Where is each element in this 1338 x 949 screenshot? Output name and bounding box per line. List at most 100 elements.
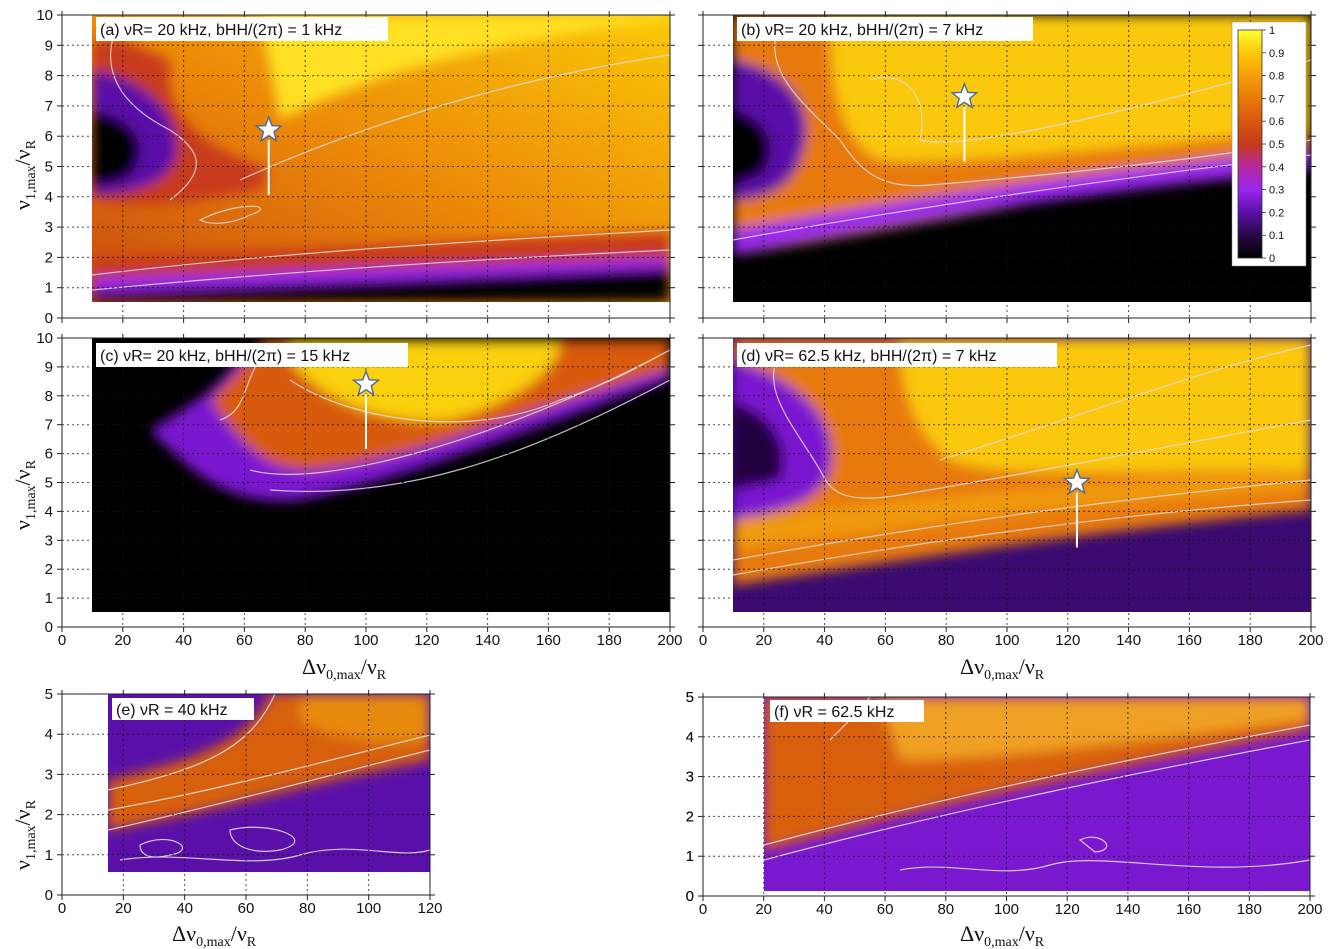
xtick-label-e: 40 xyxy=(176,900,193,917)
ytick-label-f: 1 xyxy=(686,848,694,865)
ytick-label-c: 0 xyxy=(45,619,53,636)
heatmap-f xyxy=(764,697,1310,891)
panel-c xyxy=(92,338,670,612)
xtick-label-f: 20 xyxy=(755,901,772,918)
xtick-label-f: 80 xyxy=(937,901,954,918)
xtick-label-e: 0 xyxy=(58,900,66,917)
heatmap-e xyxy=(108,694,430,872)
ytick-label-f: 3 xyxy=(686,769,694,786)
xtick-label-c: 80 xyxy=(297,632,314,649)
panel-f xyxy=(764,697,1310,891)
title-box-e xyxy=(112,698,254,720)
star-icon-a xyxy=(254,115,283,143)
xtick-label-d: 200 xyxy=(1298,632,1323,649)
colorbar-tick-label: 0.8 xyxy=(1269,71,1284,83)
colorbar: 1 0.9 0.8 0.7 0.6 0.5 0.4 0.3 0.2 0.1 0 xyxy=(1231,21,1307,267)
ytick-label-a: 10 xyxy=(36,7,53,24)
ytick-label-c: 2 xyxy=(45,561,53,578)
xtick-label-d: 100 xyxy=(994,632,1019,649)
star-icon-c xyxy=(351,369,381,397)
ytick-label-c: 3 xyxy=(45,532,53,549)
colorbar-tick-label: 0.5 xyxy=(1269,139,1284,151)
xtick-label-c: 180 xyxy=(597,632,622,649)
ytick-label-c: 7 xyxy=(45,417,53,434)
x-label-d: Δν0,max/νR xyxy=(960,654,1045,683)
ytick-label-e: 4 xyxy=(45,726,53,743)
ytick-label-a: 5 xyxy=(45,159,53,176)
x-label-f: Δν0,max/νR xyxy=(960,921,1045,949)
ytick-label-c: 5 xyxy=(45,475,53,492)
ytick-label-a: 7 xyxy=(45,98,53,115)
xtick-label-d: 0 xyxy=(699,632,707,649)
ytick-label-f: 2 xyxy=(686,808,694,825)
ytick-label-a: 8 xyxy=(45,68,53,85)
ytick-label-f: 5 xyxy=(686,689,694,706)
panel-e xyxy=(108,694,430,872)
x-label-e: Δν0,max/νR xyxy=(172,921,257,949)
title-b: (b) νR= 20 kHz, bHH/(2π) = 7 kHz xyxy=(741,22,983,39)
xtick-label-f: 0 xyxy=(699,901,707,918)
xtick-label-f: 160 xyxy=(1176,901,1201,918)
heatmap-b xyxy=(733,15,1311,302)
xtick-label-c: 100 xyxy=(353,632,378,649)
colorbar-gradient xyxy=(1237,29,1263,259)
axis-labels: ν1,max/νR ν1,max/νR ν1,max/νR Δν0,max/νR… xyxy=(10,139,1045,949)
title-d: (d) νR= 62.5 kHz, bHH/(2π) = 7 kHz xyxy=(741,348,997,365)
colorbar-tick-label: 1 xyxy=(1269,25,1275,37)
xtick-label-d: 160 xyxy=(1177,632,1202,649)
xtick-label-f: 180 xyxy=(1237,901,1262,918)
ytick-label-f: 5 xyxy=(686,689,694,706)
title-box-d xyxy=(737,343,1057,367)
ytick-label-f: 4 xyxy=(686,729,694,746)
heatmap-c xyxy=(92,338,670,612)
colorbar-tick-label: 0.4 xyxy=(1269,162,1284,174)
xtick-label-e: 120 xyxy=(417,900,442,917)
ytick-label-a: 9 xyxy=(45,37,53,54)
panel-d xyxy=(733,338,1311,612)
y-label-bottom: ν1,max/νR xyxy=(10,799,39,870)
xtick-label-c: 0 xyxy=(58,632,66,649)
ytick-label-f: 2 xyxy=(686,808,694,825)
ytick-label-f: 4 xyxy=(686,729,694,746)
title-box-f xyxy=(770,700,924,722)
xtick-label-f: 100 xyxy=(994,901,1019,918)
ytick-label-c: 9 xyxy=(45,359,53,376)
xtick-label-e: 80 xyxy=(299,900,316,917)
xtick-label-d: 140 xyxy=(1116,632,1141,649)
y-label-mid: ν1,max/νR xyxy=(10,459,39,530)
colorbar-tick-label: 0.7 xyxy=(1269,93,1284,105)
colorbar-tick-label: 0.2 xyxy=(1269,207,1284,219)
colorbar-tick-label: 0.3 xyxy=(1269,185,1284,197)
ytick-label-c: 6 xyxy=(45,446,53,463)
ytick-label-f: 3 xyxy=(686,769,694,786)
ytick-label-a: 0 xyxy=(45,310,53,327)
xtick-label-f: 60 xyxy=(877,901,894,918)
colorbar-tick-label: 0.1 xyxy=(1269,230,1284,242)
panel-b xyxy=(733,15,1311,302)
x-label-c: Δν0,max/νR xyxy=(302,654,387,683)
xtick-label-e: 100 xyxy=(356,900,381,917)
ytick-label-a: 3 xyxy=(45,219,53,236)
xtick-label-c: 40 xyxy=(175,632,192,649)
colorbar-ticks: 1 0.9 0.8 0.7 0.6 0.5 0.4 0.3 0.2 0.1 0 xyxy=(1262,25,1284,265)
xtick-label-c: 120 xyxy=(414,632,439,649)
xtick-label-f: 120 xyxy=(1055,901,1080,918)
ytick-label-a: 1 xyxy=(45,280,53,297)
title-f: (f) νR = 62.5 kHz xyxy=(774,704,894,721)
ytick-label-e: 5 xyxy=(45,686,53,703)
heatmap-a xyxy=(92,15,670,302)
xtick-label-c: 140 xyxy=(475,632,500,649)
title-box-b xyxy=(737,17,1033,41)
heatmap-d xyxy=(733,338,1311,612)
ytick-label-a: 2 xyxy=(45,249,53,266)
panel-titles: (a) νR= 20 kHz, bHH/(2π) = 1 kHz (b) νR=… xyxy=(96,17,1057,722)
xtick-label-c: 160 xyxy=(536,632,561,649)
xtick-label-d: 60 xyxy=(877,632,894,649)
xtick-label-d: 40 xyxy=(816,632,833,649)
ytick-label-e: 1 xyxy=(45,847,53,864)
ytick-label-c: 1 xyxy=(45,590,53,607)
colorbar-tick-label: 0.9 xyxy=(1269,48,1284,60)
title-e: (e) νR = 40 kHz xyxy=(116,702,228,719)
